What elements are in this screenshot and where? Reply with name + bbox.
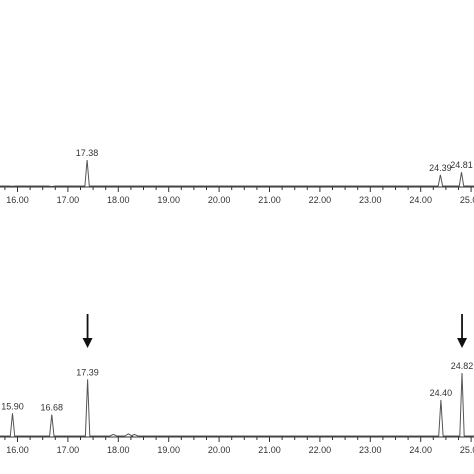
x-tick-label: 25.00: [460, 445, 474, 455]
chromatogram-panel-top: 16.00 17.00 18.00 19.00 20.00 21.00 22.00 23.00…: [0, 148, 474, 205]
x-tick-label: 21.00: [258, 445, 281, 455]
peak-label: 24.81: [450, 160, 473, 170]
x-tick-label: 20.00: [208, 195, 231, 205]
peak-label: 17.39: [76, 367, 99, 377]
x-tick-label: 21.00: [258, 195, 281, 205]
x-tick-label: 24.00: [409, 195, 432, 205]
x-tick-label: 25.00: [460, 195, 474, 205]
chromatogram-trace: [0, 159, 474, 188]
chromatogram-trace: [0, 372, 474, 437]
peak-label: 24.82: [451, 361, 474, 371]
arrow-head-icon: [457, 338, 468, 348]
x-tick-label: 18.00: [107, 195, 130, 205]
x-tick-label: 19.00: [157, 195, 180, 205]
x-tick-label: 23.00: [359, 445, 382, 455]
peak-label: 24.40: [430, 388, 453, 398]
peak-label: 15.90: [1, 401, 24, 411]
x-tick-label: 20.00: [208, 445, 231, 455]
arrow-head-icon: [82, 338, 93, 348]
peak-label: 17.38: [76, 148, 99, 158]
x-tick-label: 18.00: [107, 445, 130, 455]
x-tick-label: 16.00: [6, 195, 29, 205]
x-tick-label: 22.00: [309, 445, 332, 455]
x-tick-label: 23.00: [359, 195, 382, 205]
x-tick-label: 24.00: [409, 445, 432, 455]
x-tick-label: 22.00: [309, 195, 332, 205]
peak-label: 16.68: [41, 403, 64, 413]
x-tick-label: 17.00: [57, 195, 80, 205]
chromatogram-panel-bottom: 16.00 17.00 18.00 19.00 20.00 21.00 22.00 23.00…: [0, 314, 474, 455]
x-tick-label: 19.00: [157, 445, 180, 455]
peak-label: 24.39: [429, 163, 452, 173]
x-tick-label: 16.00: [6, 445, 29, 455]
x-tick-label: 17.00: [57, 445, 80, 455]
